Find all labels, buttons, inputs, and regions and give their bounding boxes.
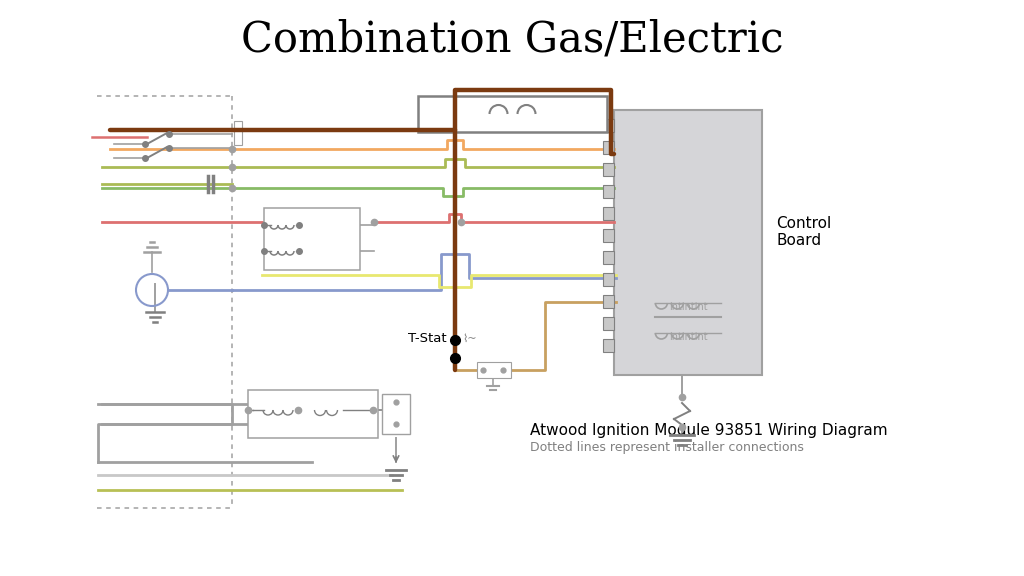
Bar (477, 362, 511, 378)
Bar (603, 251, 614, 264)
Bar (603, 185, 614, 198)
Bar (603, 339, 614, 352)
Bar (603, 207, 614, 220)
Text: Control
Board: Control Board (776, 216, 831, 248)
Bar (248, 390, 378, 438)
Bar (603, 119, 614, 132)
Text: Atwood Ignition Module 93851 Wiring Diagram: Atwood Ignition Module 93851 Wiring Diag… (530, 423, 888, 438)
Bar (234, 121, 242, 145)
Bar (614, 110, 762, 375)
Bar (603, 273, 614, 286)
Bar (603, 295, 614, 308)
Bar (603, 141, 614, 154)
Text: Dotted lines represent installer connections: Dotted lines represent installer connect… (530, 441, 804, 454)
Text: intintint: intintint (669, 332, 708, 342)
Text: ————————: ———————— (660, 314, 716, 320)
Bar (264, 208, 360, 270)
Bar (382, 394, 410, 434)
Text: intintint: intintint (669, 302, 708, 312)
Bar (603, 317, 614, 330)
Text: T-Stat: T-Stat (409, 332, 447, 344)
Text: Combination Gas/Electric: Combination Gas/Electric (241, 19, 783, 61)
Bar (603, 163, 614, 176)
Bar (418, 96, 607, 132)
Text: ⌇~: ⌇~ (462, 334, 476, 344)
Bar (603, 229, 614, 242)
